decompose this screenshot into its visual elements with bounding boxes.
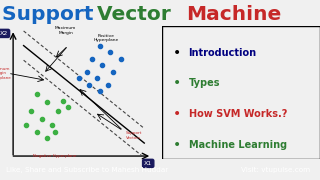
Text: Maximum
Margin: Maximum Margin: [55, 26, 76, 35]
Point: [34, 130, 39, 133]
Point: [60, 99, 66, 102]
Text: •: •: [173, 76, 181, 90]
Text: Visit: vtupulse.com: Visit: vtupulse.com: [241, 167, 310, 173]
Point: [29, 109, 34, 112]
Point: [50, 124, 55, 127]
Text: How SVM Works.?: How SVM Works.?: [188, 109, 287, 119]
Text: Types: Types: [188, 78, 220, 88]
Point: [89, 57, 94, 60]
Point: [87, 83, 92, 86]
Text: Support: Support: [2, 5, 100, 24]
Text: •: •: [173, 46, 181, 60]
Point: [110, 70, 115, 73]
Point: [66, 106, 71, 109]
Text: Introduction: Introduction: [188, 48, 257, 58]
Point: [52, 130, 58, 133]
Point: [108, 51, 113, 53]
Text: Like, Share and Subscribe to Mahesh Huddar: Like, Share and Subscribe to Mahesh Hudd…: [6, 167, 169, 173]
Text: •: •: [173, 138, 181, 152]
Point: [24, 124, 29, 127]
Point: [105, 83, 110, 86]
Text: Machine: Machine: [186, 5, 281, 24]
Text: X2: X2: [0, 31, 8, 36]
Text: Positive
Hyperplane: Positive Hyperplane: [94, 34, 119, 42]
Point: [55, 109, 60, 112]
Text: Support
Vectors: Support Vectors: [125, 131, 142, 140]
Text: Machine Learning: Machine Learning: [188, 140, 287, 150]
Point: [39, 117, 44, 120]
Point: [118, 57, 123, 60]
Point: [94, 77, 100, 80]
Point: [97, 44, 102, 47]
Point: [84, 70, 89, 73]
Text: Vector: Vector: [97, 5, 178, 24]
Point: [97, 90, 102, 93]
Point: [45, 101, 50, 104]
Text: •: •: [173, 107, 181, 121]
Point: [45, 137, 50, 140]
Text: Maximum
Margin
Hyperplane: Maximum Margin Hyperplane: [0, 67, 12, 80]
Point: [100, 64, 105, 67]
Point: [34, 93, 39, 96]
Text: X1: X1: [144, 161, 152, 166]
Text: Negative Hyperplane: Negative Hyperplane: [33, 154, 77, 158]
Point: [76, 77, 81, 80]
